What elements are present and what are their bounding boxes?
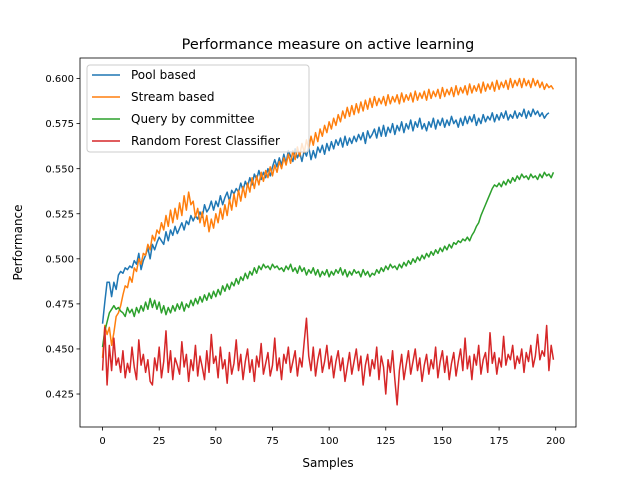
series-line-2 bbox=[101, 171, 555, 348]
y-axis: 0.425 0.450 0.475 0.500 0.525 0.550 0.575 0.600 bbox=[45, 74, 80, 401]
legend-box bbox=[86, 64, 310, 153]
legend: Pool based Stream based Query by committee… bbox=[86, 64, 310, 153]
series-line-1 bbox=[101, 77, 555, 359]
chart-title: Performance measure on active learning bbox=[182, 37, 475, 53]
y-tick-label: 0.475 bbox=[45, 299, 74, 310]
legend-label-1: Stream based bbox=[131, 90, 214, 104]
y-tick-label: 0.550 bbox=[45, 164, 74, 175]
legend-label-2: Query by committee bbox=[131, 112, 255, 126]
x-tick-label: 125 bbox=[376, 436, 395, 447]
x-axis-label: Samples bbox=[302, 456, 353, 470]
y-axis-label: Performance bbox=[11, 204, 25, 280]
x-tick-label: 100 bbox=[320, 436, 339, 447]
legend-label-3: Random Forest Classifier bbox=[131, 134, 280, 148]
series-line-3 bbox=[101, 317, 555, 406]
x-tick-label: 75 bbox=[266, 436, 279, 447]
axes-frame bbox=[79, 57, 577, 428]
y-tick-label: 0.450 bbox=[45, 345, 74, 356]
x-tick-label: 200 bbox=[546, 436, 565, 447]
x-tick-label: 50 bbox=[209, 436, 222, 447]
x-axis: 0 25 50 75 100 125 150 175 200 bbox=[99, 427, 565, 447]
y-tick-label: 0.525 bbox=[45, 209, 74, 220]
y-tick-label: 0.600 bbox=[45, 74, 74, 85]
y-tick-label: 0.575 bbox=[45, 119, 74, 130]
legend-label-0: Pool based bbox=[131, 68, 196, 82]
series-line-0 bbox=[101, 108, 550, 324]
x-tick-label: 150 bbox=[433, 436, 452, 447]
x-tick-label: 175 bbox=[490, 436, 509, 447]
y-tick-label: 0.500 bbox=[45, 254, 74, 265]
x-tick-label: 0 bbox=[99, 436, 105, 447]
plot-area bbox=[101, 77, 555, 406]
y-tick-label: 0.425 bbox=[45, 390, 74, 401]
x-tick-label: 25 bbox=[153, 436, 166, 447]
